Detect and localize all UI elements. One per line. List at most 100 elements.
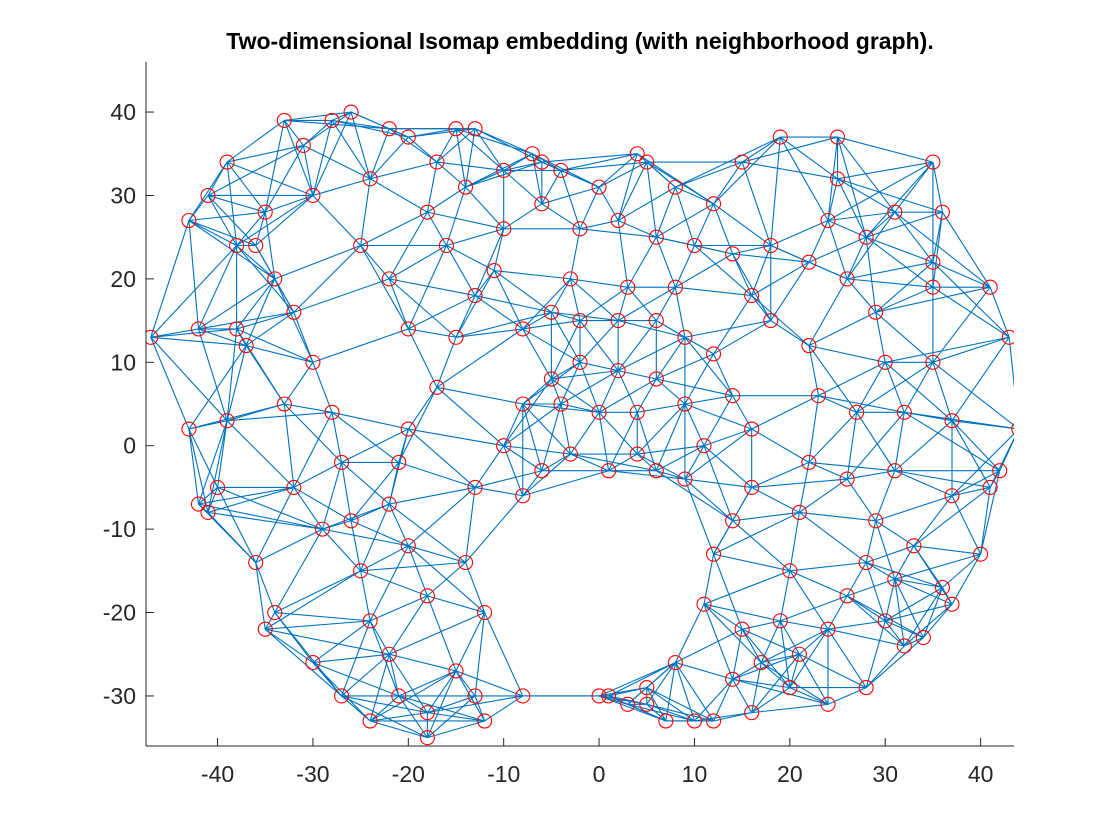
graph-edge (675, 253, 733, 288)
data-point (887, 571, 903, 587)
graph-edge (369, 136, 409, 180)
graph-edge (474, 295, 524, 330)
graph-edge (350, 520, 362, 571)
graph-edge (617, 336, 686, 372)
data-point (448, 329, 464, 345)
graph-edge (846, 595, 905, 647)
graph-edge (684, 403, 705, 446)
data-point (553, 162, 569, 178)
graph-edge (389, 128, 409, 138)
graph-edge (360, 545, 409, 572)
data-point (248, 237, 264, 254)
graph-edge (245, 278, 276, 346)
graph-edge (837, 161, 934, 180)
graph-edge (656, 236, 733, 255)
graph-edge (646, 662, 676, 689)
data-point (534, 154, 550, 170)
graph-edge (751, 486, 800, 513)
data-point (705, 346, 722, 362)
graph-edge (693, 203, 715, 246)
data-point (419, 204, 435, 220)
graph-edge (884, 579, 896, 622)
x-tick-label: -40 (201, 761, 234, 787)
graph-edge (427, 695, 476, 739)
graph-edge (340, 462, 352, 521)
graph-edge (827, 220, 848, 280)
graph-edge (550, 320, 581, 380)
graph-edge (646, 162, 657, 238)
graph-edge (779, 620, 791, 688)
graph-edge (684, 445, 705, 480)
data-point (705, 196, 722, 212)
data-point (496, 221, 512, 237)
graph-edge (274, 612, 342, 697)
graph-edge (388, 128, 438, 163)
graph-edge (197, 328, 228, 421)
data-point (868, 513, 884, 529)
graph-edge (312, 111, 352, 196)
graph-edge (846, 411, 905, 480)
graph-edge (312, 120, 333, 196)
data-point (419, 588, 435, 604)
data-point (467, 479, 483, 495)
data-point (925, 254, 941, 270)
graph-edge (675, 662, 733, 680)
graph-edge (637, 403, 686, 413)
graph-edge (407, 487, 476, 547)
graph-edge (865, 645, 905, 688)
data-point (782, 680, 798, 696)
graph-edge (293, 312, 314, 363)
graph-edge (951, 336, 1010, 421)
data-point (591, 688, 607, 704)
graph-edge (808, 311, 876, 347)
graph-edge (941, 211, 991, 288)
graph-edge (226, 420, 295, 488)
graph-edge (197, 245, 238, 330)
graph-edge (550, 278, 571, 313)
data-point (229, 237, 245, 254)
graph-edge (780, 620, 829, 630)
graph-edge (389, 612, 485, 655)
graph-edge (493, 228, 505, 271)
data-point (400, 538, 416, 554)
graph-edge (522, 470, 543, 497)
data-point (457, 179, 474, 195)
graph-edge (694, 712, 752, 722)
data-point (725, 246, 741, 262)
data-point (524, 146, 540, 162)
graph-edge (798, 462, 810, 513)
graph-edge (360, 211, 428, 247)
graph-edge (503, 403, 524, 446)
graph-edge (560, 170, 581, 230)
graph-edge (226, 328, 238, 421)
graph-edge (427, 595, 485, 614)
graph-edge (255, 487, 295, 563)
graph-edge (503, 445, 524, 496)
graph-edge (226, 403, 285, 422)
graph-edge (264, 570, 361, 630)
data-point (477, 713, 493, 729)
graph-edge (894, 211, 991, 288)
graph-edge (331, 412, 343, 463)
graph-edge (264, 628, 342, 697)
graph-edge (350, 462, 400, 522)
graph-edge (321, 462, 343, 530)
graph-edge (656, 445, 705, 472)
graph-edge (150, 328, 237, 338)
graph-edge (322, 528, 362, 572)
graph-edge (283, 403, 295, 488)
graph-edge (541, 170, 562, 205)
graph-edge (808, 461, 848, 480)
data-point (744, 421, 760, 437)
graph-edge (494, 269, 571, 280)
graph-edge (274, 611, 371, 622)
graph-edge (932, 362, 953, 421)
data-point (333, 454, 350, 470)
graph-edge (684, 336, 714, 355)
graph-edge (732, 678, 753, 713)
graph-edge (684, 395, 733, 405)
graph-edge (207, 512, 257, 563)
graph-edge (265, 628, 390, 655)
graph-edge (827, 161, 934, 221)
